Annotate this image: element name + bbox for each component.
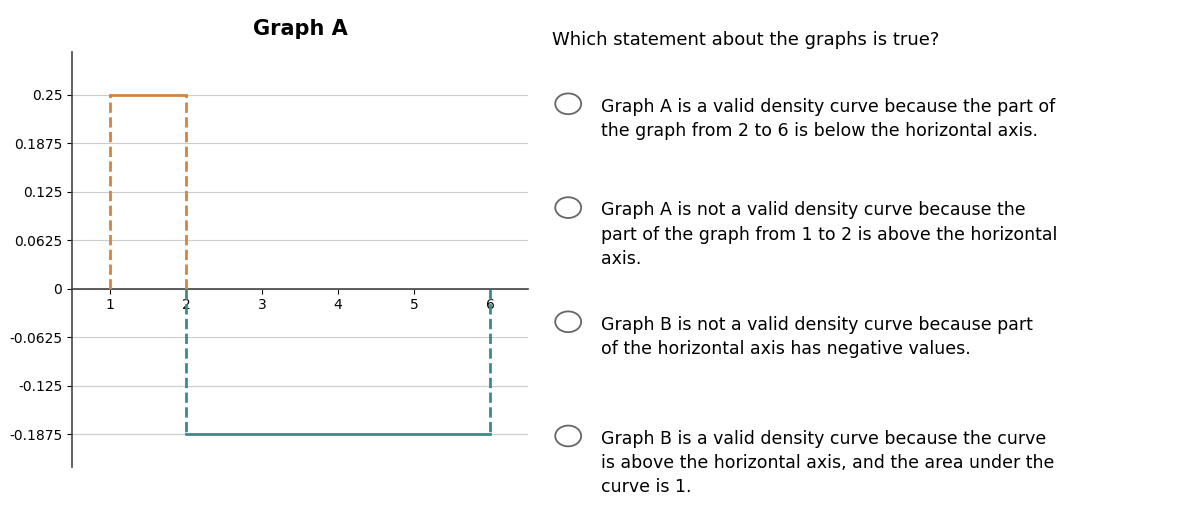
Text: Which statement about the graphs is true?: Which statement about the graphs is true… [552, 31, 940, 49]
Text: Graph B is not a valid density curve because part
of the horizontal axis has neg: Graph B is not a valid density curve bec… [601, 316, 1032, 358]
Text: Graph A is a valid density curve because the part of
the graph from 2 to 6 is be: Graph A is a valid density curve because… [601, 98, 1055, 140]
Text: Graph A is not a valid density curve because the
part of the graph from 1 to 2 i: Graph A is not a valid density curve bec… [601, 201, 1057, 268]
Title: Graph A: Graph A [253, 19, 347, 39]
Text: Graph B is a valid density curve because the curve
is above the horizontal axis,: Graph B is a valid density curve because… [601, 430, 1054, 496]
